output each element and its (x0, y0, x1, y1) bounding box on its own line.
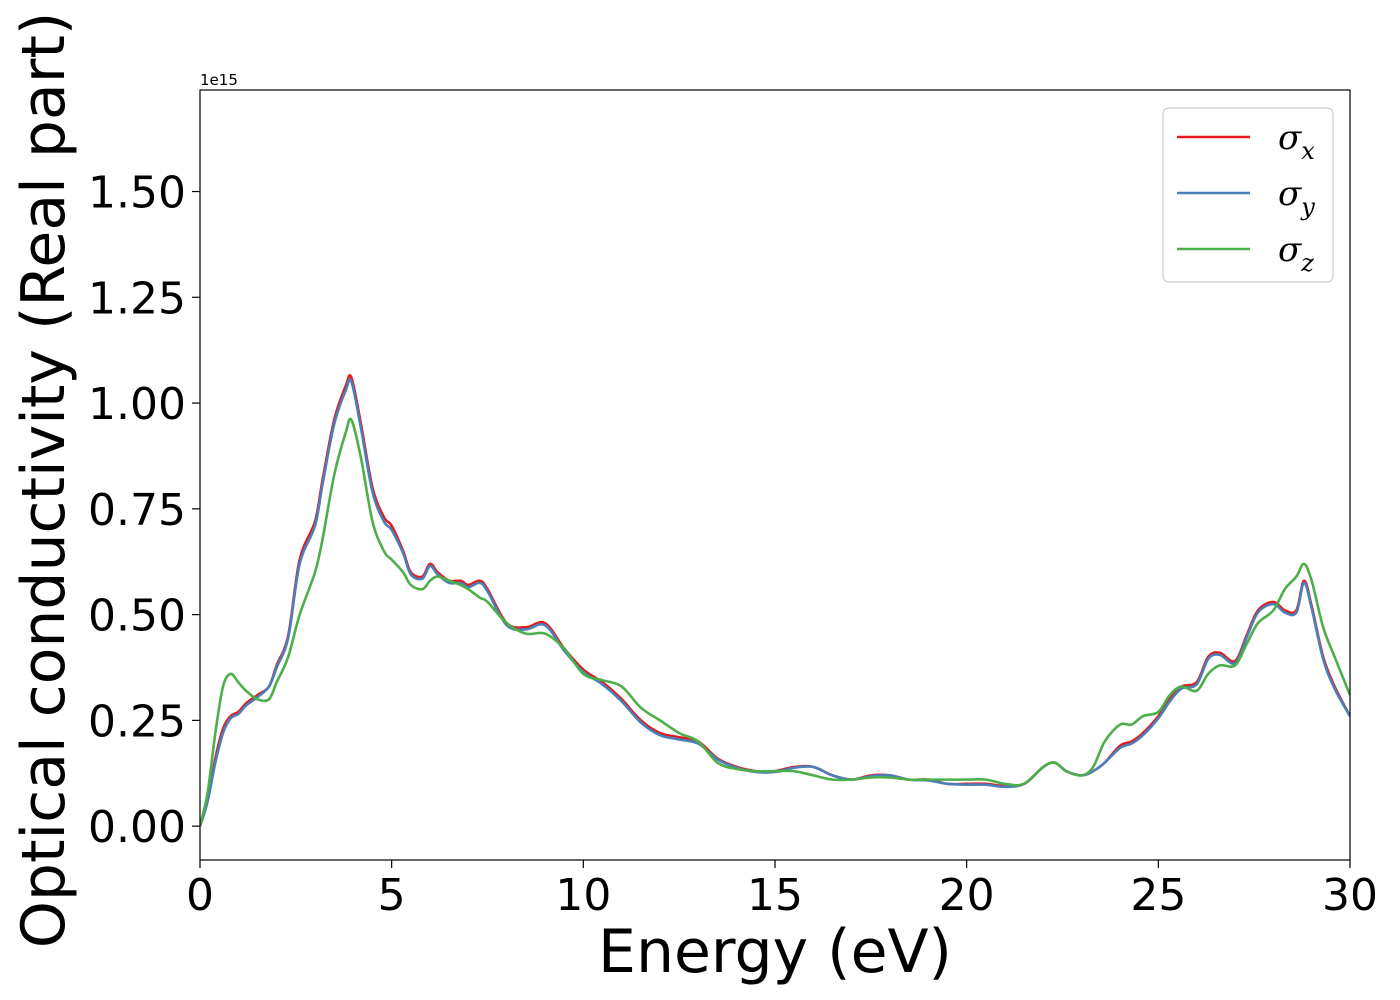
plot-area (200, 90, 1350, 860)
x-tick-label: 10 (555, 870, 611, 921)
x-tick-label: 30 (1322, 870, 1378, 921)
y-tick-label: 0.25 (88, 696, 186, 747)
y-tick-label: 1.00 (88, 379, 186, 430)
y-tick-label: 0.00 (88, 802, 186, 853)
x-tick-label: 5 (378, 870, 406, 921)
y-tick-label: 1.25 (88, 273, 186, 324)
x-tick-label: 0 (186, 870, 214, 921)
y-tick-label: 0.75 (88, 485, 186, 536)
x-tick-label: 15 (747, 870, 803, 921)
legend-box (1162, 107, 1334, 283)
y-axis-label: Optical conductivity (Real part) (9, 12, 79, 949)
series-line-z (200, 417, 1350, 827)
y-tick-label: 0.50 (88, 591, 186, 642)
series-line-y (200, 378, 1350, 827)
x-axis-label: Energy (eV) (598, 917, 952, 987)
y-axis-ticks: 0.00 0.25 0.50 0.75 1.00 1.25 1.50 (88, 168, 200, 853)
x-tick-label: 20 (939, 870, 995, 921)
x-tick-label: 25 (1130, 870, 1186, 921)
y-tick-label: 1.50 (88, 168, 186, 219)
x-axis-ticks: 0 5 10 15 20 25 30 (186, 860, 1378, 921)
y-offset-label: 1e15 (200, 71, 238, 89)
series-layer (200, 374, 1350, 827)
